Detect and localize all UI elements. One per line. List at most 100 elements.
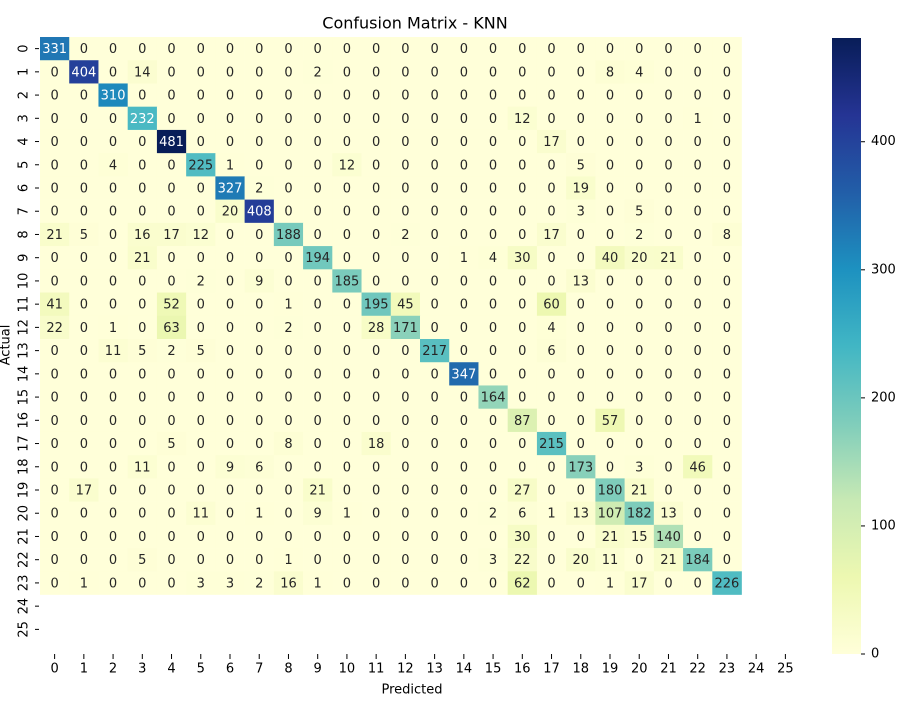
heatmap-cell [478,548,508,572]
cell-label: 0 [606,274,614,289]
heatmap-cell [127,246,158,270]
heatmap-cell [624,524,655,549]
heatmap-cell [98,408,128,433]
y-tick-label: 23 [17,575,32,592]
heatmap-cell [98,362,128,386]
heatmap-cell [712,315,742,340]
y-tick-label: 8 [17,230,32,238]
cell-label: 2 [197,274,205,289]
heatmap-cell [156,548,187,572]
heatmap-cell [244,385,275,409]
heatmap-cell [186,106,216,131]
cell-label: 0 [314,182,322,197]
x-tick-label: 19 [602,662,619,677]
heatmap-cell [69,83,99,107]
cell-label: 0 [489,158,497,173]
cell-label: 0 [80,437,88,452]
cell-label: 0 [50,205,58,220]
cell-label: 0 [489,414,497,429]
heatmap-cell [156,478,187,502]
heatmap-cell [420,37,450,61]
cell-label: 0 [138,205,146,220]
cell-label: 0 [694,274,702,289]
heatmap-cell [390,524,421,549]
heatmap-cell [98,571,128,595]
heatmap-cell [332,269,362,293]
heatmap-cell [273,129,304,154]
heatmap-cell [215,501,245,526]
heatmap-cell [186,315,216,340]
cell-label: 0 [489,344,497,359]
heatmap-cell [712,478,742,502]
cell-label: 0 [606,437,614,452]
y-tick-label: 1 [17,68,32,76]
heatmap-cell [156,222,187,247]
cell-label: 0 [401,414,409,429]
heatmap-cell [683,60,713,84]
heatmap-cell [127,431,158,456]
heatmap-cell [40,408,70,433]
cell-label: 4 [635,65,643,80]
cell-label: 0 [138,321,146,336]
cell-label: 180 [598,484,623,499]
cell-label: 0 [50,553,58,568]
cell-label: 0 [577,391,585,406]
cell-label: 0 [314,553,322,568]
cell-label: 0 [197,437,205,452]
cell-label: 0 [284,158,292,173]
heatmap-cell [595,339,625,363]
heatmap-cell [40,478,70,502]
heatmap-cell [186,246,216,270]
cell-label: 0 [197,251,205,266]
cell-label: 0 [664,298,672,313]
heatmap-cell [303,455,333,479]
cell-label: 0 [577,42,585,57]
heatmap-cell [653,129,684,154]
heatmap-cell [273,385,304,409]
cell-label: 0 [664,228,672,243]
cell-label: 347 [451,367,476,382]
cell-label: 0 [226,507,234,522]
heatmap-cell [127,478,158,502]
cell-label: 0 [606,367,614,382]
heatmap-cell [332,455,362,479]
cell-label: 0 [284,391,292,406]
heatmap-cell [98,246,128,270]
cell-label: 0 [197,484,205,499]
heatmap-cell [595,408,625,433]
heatmap-cell [127,292,158,317]
heatmap-cell [390,83,421,107]
heatmap-cell [478,83,508,107]
cell-label: 0 [109,414,117,429]
heatmap-cell [186,292,216,317]
heatmap-cell [712,129,742,154]
heatmap-cell [566,246,596,270]
heatmap-cell [624,246,655,270]
cell-label: 2 [284,321,292,336]
heatmap-cell [653,106,684,131]
cell-label: 0 [314,437,322,452]
cell-label: 0 [197,414,205,429]
cell-label: 140 [656,530,681,545]
heatmap-cell [361,339,392,363]
cell-label: 3 [226,576,234,591]
cell-label: 0 [694,576,702,591]
heatmap-cell [536,199,567,224]
heatmap-cell [332,106,362,131]
cell-label: 0 [343,576,351,591]
cell-label: 0 [664,89,672,104]
heatmap-cell [127,455,158,479]
heatmap-cell [332,199,362,224]
cell-label: 0 [606,321,614,336]
cell-label: 185 [335,274,360,289]
cell-label: 0 [372,530,380,545]
heatmap-cell [273,222,304,247]
heatmap-cell [390,222,421,247]
heatmap-cell [127,408,158,433]
y-tick-label: 24 [17,598,32,615]
cell-label: 0 [401,391,409,406]
heatmap-cell [595,431,625,456]
cell-label: 0 [138,135,146,150]
cell-label: 3 [577,205,585,220]
cell-label: 0 [80,344,88,359]
